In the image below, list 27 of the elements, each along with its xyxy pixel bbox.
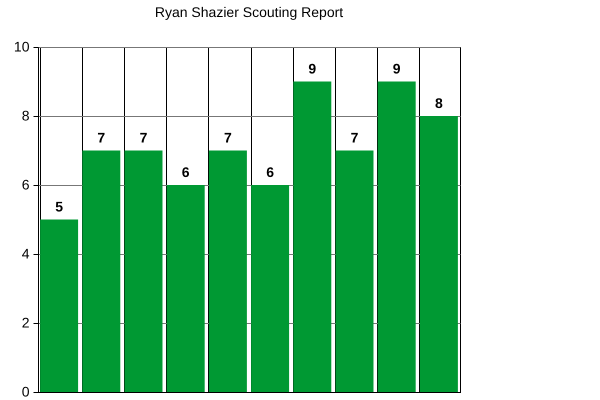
bar: [208, 150, 247, 392]
data-label: 6: [266, 164, 274, 180]
y-tick-label: 4: [22, 246, 30, 262]
bar: [378, 82, 416, 392]
data-label: 9: [392, 60, 401, 76]
bar: [40, 220, 78, 392]
y-tick-label: 2: [22, 314, 30, 330]
bar: [336, 150, 374, 392]
bar: [124, 150, 162, 392]
data-label: 7: [140, 130, 148, 146]
y-tick-label: 8: [22, 108, 30, 124]
data-label: 5: [55, 198, 64, 214]
bar: [82, 150, 120, 392]
bar: [293, 82, 332, 392]
data-label: 8: [435, 95, 443, 111]
data-label: 6: [182, 164, 190, 180]
y-tick-label: 6: [22, 176, 30, 192]
data-label: 7: [224, 130, 232, 146]
y-tick-label: 10: [14, 38, 30, 54]
data-label: 7: [350, 130, 359, 146]
data-label: 9: [308, 60, 316, 76]
bar: [420, 116, 458, 392]
chart-title: Ryan Shazier Scouting Report: [154, 4, 344, 20]
y-tick-label: 0: [22, 384, 30, 400]
bar: [251, 185, 290, 392]
bar: [166, 185, 205, 392]
data-label: 7: [97, 130, 106, 146]
